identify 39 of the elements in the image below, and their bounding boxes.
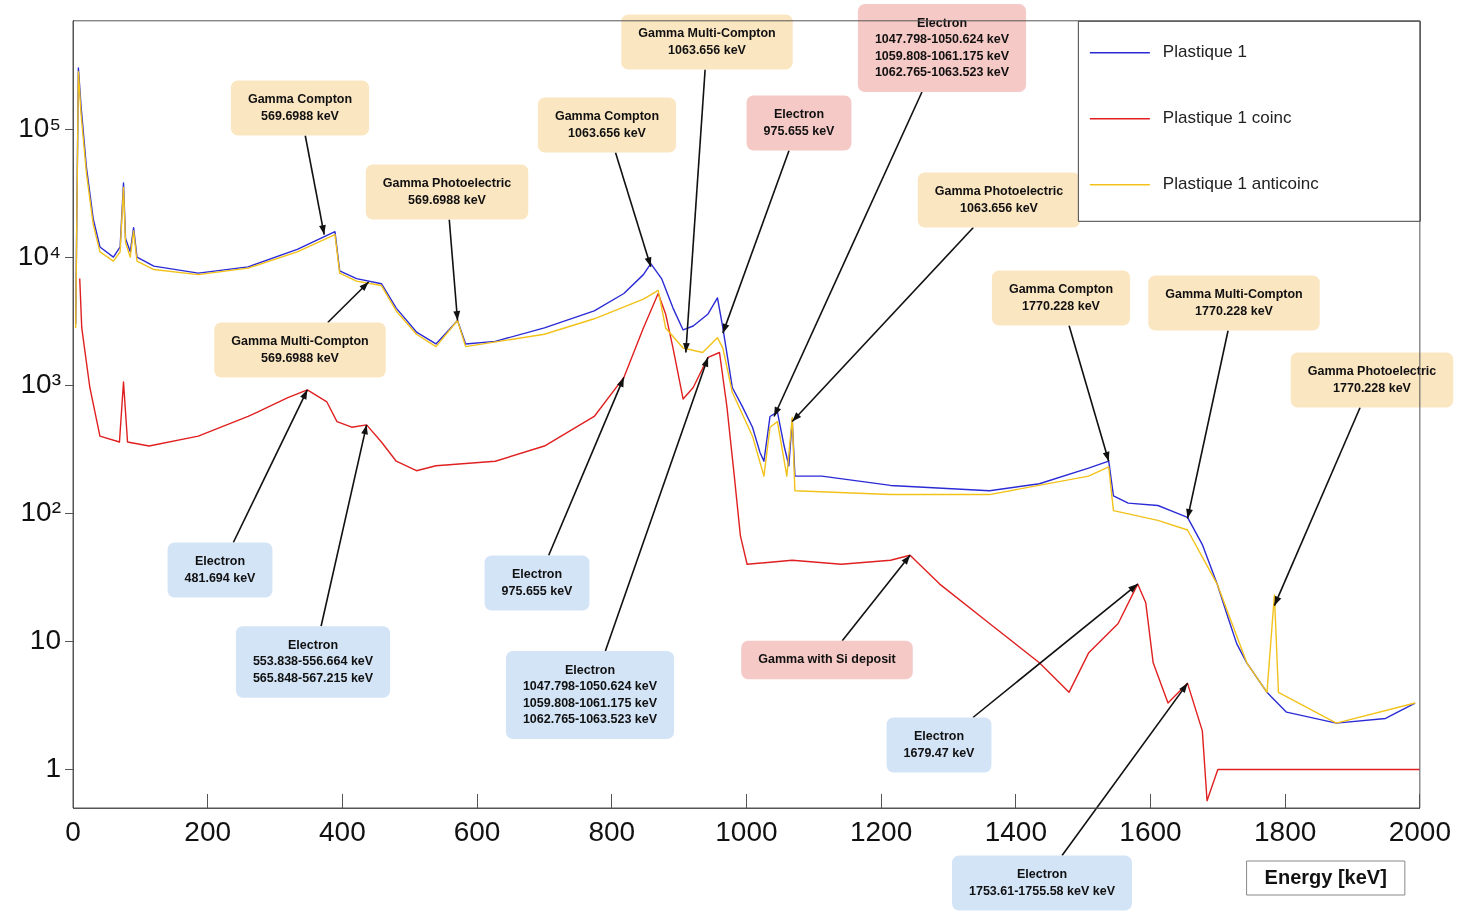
y-tick-label: 10⁵ (18, 111, 61, 143)
x-tick-label: 0 (65, 815, 81, 847)
y-tick-label: 10² (20, 496, 61, 527)
x-tick-label: 800 (588, 815, 636, 847)
annotation: Gamma with Si deposit (758, 652, 897, 667)
annotation: Gamma Compton 569.6988 keV (247, 92, 353, 123)
annotation: Electron 1047.798-1050.624 keV 1059.808-1061.175 keV 1062.765-1063.523 keV (874, 15, 1010, 80)
x-tick-label: 1000 (715, 815, 778, 847)
annotation: Gamma Multi-Compton 569.6988 keV (231, 334, 369, 365)
y-tick-label: 1 (45, 752, 61, 784)
annotation: Electron 975.655 keV (763, 107, 836, 138)
y-tick-label: 10 (29, 624, 61, 656)
x-tick-label: 1800 (1254, 815, 1317, 847)
x-tick-label: 2000 (1388, 815, 1451, 847)
x-tick-label: 1400 (984, 815, 1047, 847)
y-tick-label: 10³ (20, 367, 61, 399)
x-tick-label: 1600 (1119, 815, 1182, 847)
annotation: Electron 1047.798-1050.624 keV 1059.808-1061.175 keV 1062.765-1063.523 keV (522, 662, 658, 727)
annotation: Gamma Photoelectric 1770.228 keV (1307, 364, 1437, 395)
annotation: Gamma Compton 1770.228 keV (1008, 282, 1114, 313)
legend-label: Plastique 1 coinc (1162, 108, 1292, 128)
annotation: Electron 1753.61-1755.58 keV keV (969, 867, 1116, 898)
annotation: Gamma Photoelectric 1063.656 keV (934, 184, 1064, 215)
annotation: Electron 975.655 keV (501, 567, 574, 598)
annotation: Electron 1679.47 keV (903, 729, 976, 760)
legend-label: Plastique 1 anticoinc (1162, 174, 1320, 194)
annotation: Gamma Multi-Compton 1063.656 keV (638, 26, 776, 57)
y-tick-label: 10⁴ (17, 239, 61, 271)
annotation: Gamma Compton 1063.656 keV (554, 109, 660, 140)
x-axis-title: Energy [keV] (1264, 865, 1387, 888)
annotation: Gamma Multi-Compton 1770.228 keV (1165, 287, 1303, 318)
x-tick-label: 600 (453, 815, 501, 847)
annotation: Electron 553.838-556.664 keV 565.848-567.215 keV (252, 637, 374, 685)
x-tick-label: 1200 (849, 815, 913, 847)
x-tick-label: 400 (319, 815, 366, 847)
legend-label: Plastique 1 (1162, 42, 1247, 62)
x-tick-label: 200 (184, 815, 232, 847)
annotation: Electron 481.694 keV (184, 554, 257, 585)
annotation: Gamma Photoelectric 569.6988 keV (382, 176, 512, 207)
